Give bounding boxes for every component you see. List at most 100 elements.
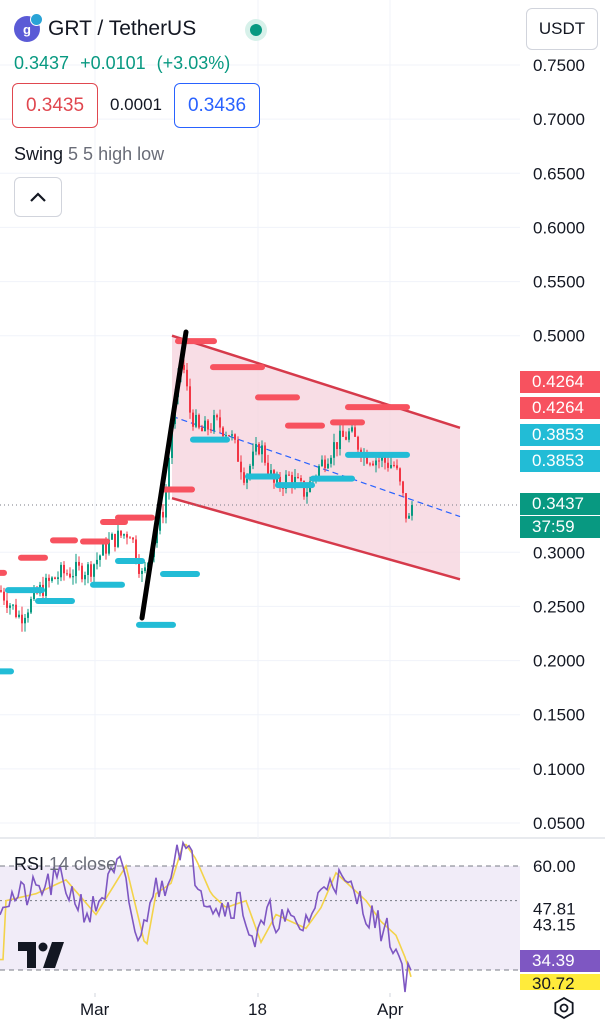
price-change-line: 0.3437 +0.0101 (+3.03%) bbox=[14, 53, 236, 74]
candle-body bbox=[120, 530, 122, 536]
candle-body bbox=[54, 577, 56, 579]
candle-body bbox=[285, 474, 287, 489]
price-scale-label: 0.6500 bbox=[533, 164, 585, 183]
sell-button[interactable]: 0.3435 bbox=[12, 83, 98, 128]
price-scale-label: 0.1000 bbox=[533, 760, 585, 779]
x-axis-label: Mar bbox=[80, 1000, 110, 1019]
candle-body bbox=[330, 457, 332, 464]
price-scale-label: 0.2500 bbox=[533, 597, 585, 616]
swing-high-marker bbox=[345, 404, 410, 411]
candle-body bbox=[294, 476, 296, 486]
candle-body bbox=[63, 564, 65, 574]
candle-body bbox=[24, 617, 26, 624]
candle-body bbox=[213, 415, 215, 431]
rsi-band bbox=[0, 866, 520, 970]
candle-body bbox=[0, 590, 2, 592]
market-open-status-icon bbox=[245, 19, 267, 41]
swing-low-marker bbox=[245, 473, 280, 480]
candle-body bbox=[240, 461, 242, 473]
candle-body bbox=[321, 459, 323, 467]
candle-body bbox=[252, 451, 254, 466]
candle-body bbox=[198, 414, 200, 428]
symbol-header[interactable]: g GRT / TetherUS bbox=[14, 13, 197, 42]
candle-body bbox=[57, 577, 59, 579]
swing-low-marker bbox=[310, 475, 355, 482]
channel-lower-line bbox=[171, 496, 461, 581]
candle-body bbox=[132, 537, 134, 540]
candle-body bbox=[66, 573, 68, 575]
chevron-up-icon bbox=[30, 192, 46, 202]
candle-body bbox=[375, 460, 377, 466]
candle-body bbox=[162, 511, 164, 518]
swing-low-marker bbox=[160, 570, 200, 577]
candle-body bbox=[243, 472, 245, 483]
candle-body bbox=[306, 492, 308, 497]
price-scale-label: 0.6000 bbox=[533, 218, 585, 237]
candle-body bbox=[348, 431, 350, 440]
swing-high-marker bbox=[115, 514, 155, 521]
candle-body bbox=[78, 561, 80, 566]
candle-body bbox=[126, 534, 128, 538]
price-scale-label: 0.1500 bbox=[533, 706, 585, 725]
candle-body bbox=[84, 574, 86, 580]
candle-body bbox=[249, 465, 251, 476]
candle-body bbox=[396, 465, 398, 469]
rsi-ma-line bbox=[0, 843, 412, 978]
symbol-title[interactable]: GRT / TetherUS bbox=[48, 17, 197, 40]
candle-body bbox=[114, 533, 116, 547]
candle-body bbox=[18, 614, 20, 618]
currency-selector[interactable]: USDT bbox=[526, 8, 598, 50]
candle-body bbox=[408, 515, 410, 519]
price-scale-label: 0.7000 bbox=[533, 110, 585, 129]
rsi-legend[interactable]: RSI 14 close bbox=[14, 854, 116, 875]
candle-body bbox=[183, 365, 185, 370]
candle-body bbox=[51, 577, 53, 581]
tradingview-logo-icon bbox=[18, 942, 66, 973]
swing-indicator-legend[interactable]: Swing 5 5 high low bbox=[14, 144, 164, 165]
price-scale-label: 0.5500 bbox=[533, 273, 585, 292]
candle-body bbox=[288, 474, 290, 476]
candle-body bbox=[138, 560, 140, 574]
swing-low-marker bbox=[345, 451, 410, 458]
candle-body bbox=[318, 466, 320, 477]
candle-body bbox=[342, 430, 344, 437]
candle-body bbox=[276, 476, 278, 483]
swing-high-marker bbox=[18, 554, 48, 561]
candle-body bbox=[387, 462, 389, 468]
price-scale-label: 0.0500 bbox=[533, 814, 585, 833]
candle-body bbox=[297, 476, 299, 479]
candle-body bbox=[336, 442, 338, 450]
price-scale-label: 0.2000 bbox=[533, 652, 585, 671]
rsi-scale-label: 43.15 bbox=[533, 915, 576, 934]
swing-low-marker bbox=[35, 598, 75, 605]
candle-body bbox=[117, 530, 119, 547]
candle-body bbox=[219, 417, 221, 428]
candle-body bbox=[378, 460, 380, 462]
candle-body bbox=[354, 427, 356, 437]
swing-low-marker bbox=[275, 482, 315, 489]
candle-body bbox=[93, 564, 95, 577]
rsi-value-label: 34.39 bbox=[520, 950, 600, 972]
price-change-percent: (+3.03%) bbox=[156, 53, 231, 73]
collapse-legend-button[interactable] bbox=[14, 177, 62, 217]
candle-body bbox=[300, 478, 302, 481]
swing-high-marker bbox=[330, 419, 365, 426]
candle-body bbox=[270, 470, 272, 474]
rsi-name: RSI bbox=[14, 854, 45, 874]
candle-body bbox=[207, 420, 209, 430]
candle-body bbox=[96, 559, 98, 565]
buy-button[interactable]: 0.3436 bbox=[174, 83, 260, 128]
candle-body bbox=[108, 539, 110, 554]
candle-body bbox=[393, 464, 395, 466]
candle-body bbox=[204, 420, 206, 432]
candle-body bbox=[144, 567, 146, 571]
candle-body bbox=[60, 564, 62, 578]
candle-body bbox=[6, 600, 8, 608]
candle-body bbox=[201, 427, 203, 432]
candle-body bbox=[48, 577, 50, 581]
settings-gear-icon[interactable] bbox=[552, 996, 576, 1025]
candle-body bbox=[168, 457, 170, 492]
candle-body bbox=[339, 430, 341, 450]
candle-body bbox=[369, 463, 371, 465]
